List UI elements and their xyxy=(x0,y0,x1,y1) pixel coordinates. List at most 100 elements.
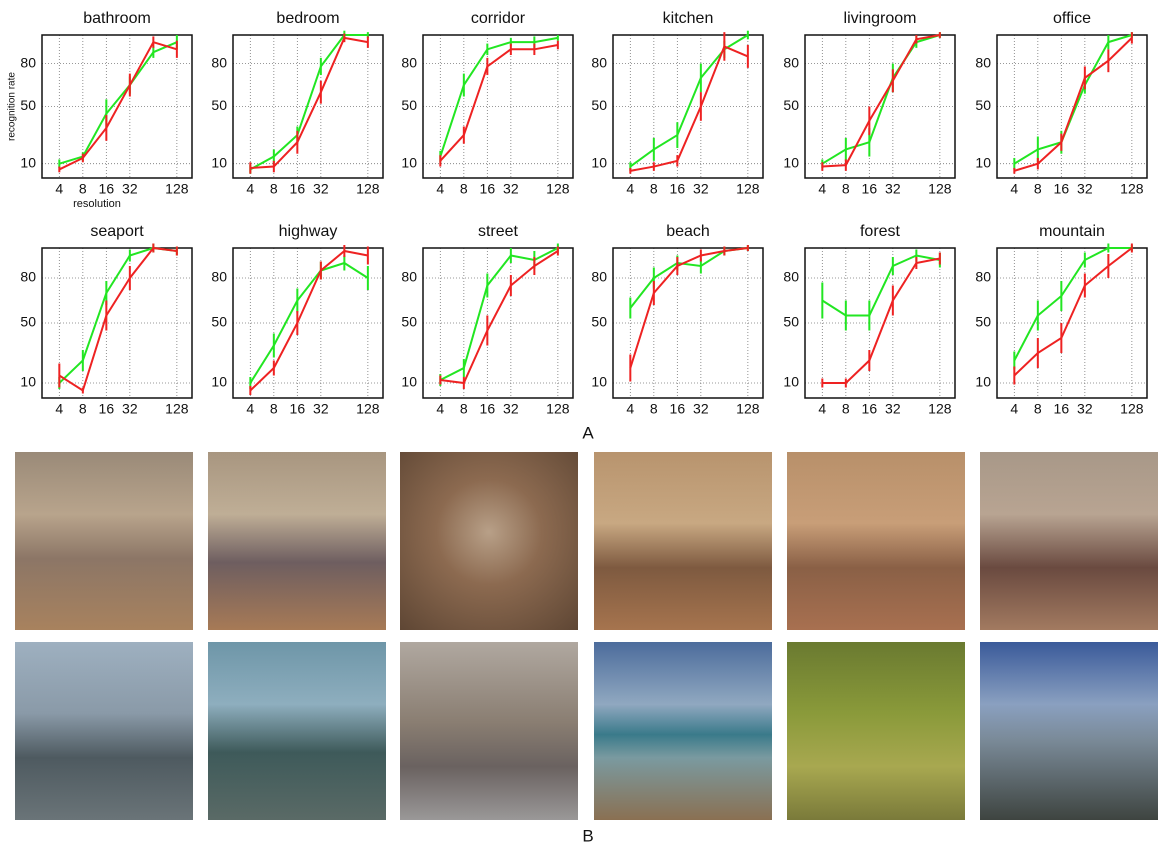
x-tick-label: 128 xyxy=(736,401,760,417)
x-tick-label: 16 xyxy=(670,401,686,417)
chart-title: forest xyxy=(860,223,901,240)
x-tick-label: 4 xyxy=(436,401,444,417)
data-line xyxy=(630,248,748,368)
x-tick-label: 128 xyxy=(165,181,189,197)
x-tick-label: 128 xyxy=(356,181,380,197)
y-tick-label: 50 xyxy=(211,314,227,330)
y-tick-label: 80 xyxy=(975,269,991,285)
x-tick-label: 32 xyxy=(1077,181,1093,197)
average-image xyxy=(787,452,965,630)
data-line xyxy=(59,248,177,391)
average-image xyxy=(208,642,386,820)
y-tick-label: 50 xyxy=(975,314,991,330)
average-image xyxy=(15,642,193,820)
x-tick-label: 32 xyxy=(693,181,709,197)
chart-title: bathroom xyxy=(83,10,151,27)
x-tick-label: 8 xyxy=(842,401,850,417)
average-image xyxy=(980,642,1158,820)
x-axis-label: resolution xyxy=(73,198,121,210)
x-tick-label: 16 xyxy=(862,401,878,417)
y-tick-label: 80 xyxy=(975,54,991,70)
chart-title: office xyxy=(1053,10,1091,27)
y-tick-label: 50 xyxy=(20,314,36,330)
y-tick-label: 80 xyxy=(591,269,607,285)
data-line xyxy=(250,251,368,391)
y-axis-label: recognition rate xyxy=(7,72,18,141)
x-tick-label: 8 xyxy=(650,181,658,197)
y-tick-label: 10 xyxy=(211,374,227,390)
data-line xyxy=(1014,38,1132,171)
x-tick-label: 4 xyxy=(818,181,826,197)
x-tick-label: 4 xyxy=(626,181,634,197)
y-tick-label: 10 xyxy=(20,374,36,390)
y-tick-label: 10 xyxy=(783,374,799,390)
chart-title: street xyxy=(478,223,519,240)
chart-title: seaport xyxy=(90,223,144,240)
x-tick-label: 4 xyxy=(626,401,634,417)
x-tick-label: 4 xyxy=(55,401,63,417)
data-line xyxy=(630,35,748,167)
x-tick-label: 32 xyxy=(885,181,901,197)
y-tick-label: 50 xyxy=(783,314,799,330)
x-tick-label: 32 xyxy=(503,181,519,197)
data-line xyxy=(822,35,940,167)
y-tick-label: 10 xyxy=(975,154,991,170)
x-tick-label: 8 xyxy=(460,401,468,417)
y-tick-label: 10 xyxy=(975,374,991,390)
data-line xyxy=(250,35,368,169)
x-tick-label: 128 xyxy=(1120,181,1144,197)
y-tick-label: 50 xyxy=(401,314,417,330)
data-line xyxy=(440,248,558,380)
x-tick-label: 8 xyxy=(650,401,658,417)
x-tick-label: 4 xyxy=(1010,181,1018,197)
x-tick-label: 16 xyxy=(480,181,496,197)
chart-title: kitchen xyxy=(663,10,714,27)
chart-title: livingroom xyxy=(844,10,917,27)
x-tick-label: 128 xyxy=(546,181,570,197)
y-tick-label: 80 xyxy=(20,269,36,285)
y-tick-label: 80 xyxy=(211,269,227,285)
x-tick-label: 32 xyxy=(1077,401,1093,417)
average-image xyxy=(594,642,772,820)
x-tick-label: 4 xyxy=(55,181,63,197)
x-tick-label: 32 xyxy=(503,401,519,417)
x-tick-label: 128 xyxy=(928,401,952,417)
x-tick-label: 8 xyxy=(79,401,87,417)
chart-title: beach xyxy=(666,223,710,240)
y-tick-label: 80 xyxy=(401,54,417,70)
x-tick-label: 32 xyxy=(885,401,901,417)
data-line xyxy=(1014,248,1132,361)
y-tick-label: 50 xyxy=(401,97,417,113)
x-tick-label: 8 xyxy=(270,401,278,417)
chart-title: highway xyxy=(279,223,338,240)
x-tick-label: 16 xyxy=(480,401,496,417)
y-tick-label: 10 xyxy=(591,374,607,390)
y-tick-label: 10 xyxy=(20,154,36,170)
x-tick-label: 32 xyxy=(122,181,138,197)
data-line xyxy=(1014,248,1132,376)
x-tick-label: 16 xyxy=(1054,401,1070,417)
y-tick-label: 80 xyxy=(591,54,607,70)
x-tick-label: 4 xyxy=(436,181,444,197)
average-image xyxy=(208,452,386,630)
chart-title: bedroom xyxy=(276,10,339,27)
data-line xyxy=(59,42,177,164)
y-tick-label: 80 xyxy=(211,54,227,70)
x-tick-label: 8 xyxy=(270,181,278,197)
x-tick-label: 4 xyxy=(246,401,254,417)
panel-label: A xyxy=(582,423,594,442)
data-line xyxy=(59,248,177,383)
data-line xyxy=(822,256,940,316)
chart-title: corridor xyxy=(471,10,526,27)
panel-label: B xyxy=(582,826,593,845)
average-image xyxy=(400,452,578,630)
x-tick-label: 32 xyxy=(693,401,709,417)
y-tick-label: 80 xyxy=(783,269,799,285)
average-image xyxy=(400,642,578,820)
x-tick-label: 16 xyxy=(862,181,878,197)
y-tick-label: 50 xyxy=(975,97,991,113)
x-tick-label: 16 xyxy=(99,401,115,417)
x-tick-label: 8 xyxy=(79,181,87,197)
data-line xyxy=(59,42,177,169)
x-tick-label: 8 xyxy=(1034,181,1042,197)
